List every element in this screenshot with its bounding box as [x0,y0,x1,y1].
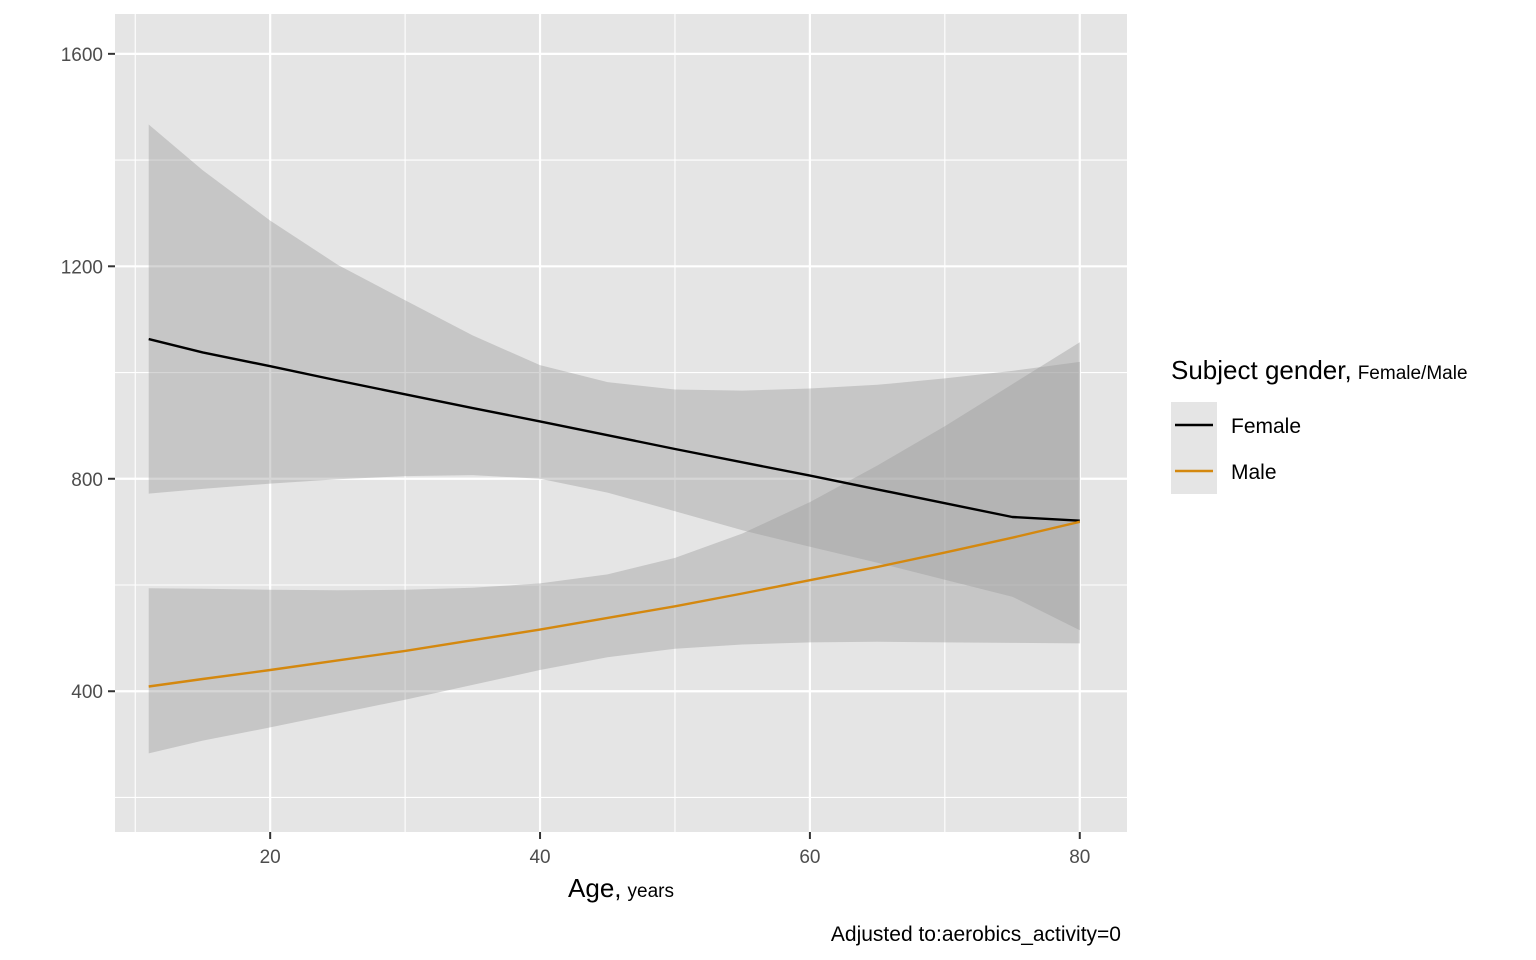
y-tick-label: 1200 [61,257,103,278]
x-tick-label: 80 [1069,847,1090,868]
legend: Subject gender, Female/Male Female Male [1171,355,1468,494]
ribbon-female [148,124,1080,631]
y-tick-label: 400 [71,682,103,703]
y-tick-label: 800 [71,470,103,491]
legend-title-sub: Female/Male [1358,363,1468,384]
confidence-ribbons [148,124,1080,754]
ribbon-male [148,342,1080,754]
legend-title: Subject gender, Female/Male [1171,355,1468,385]
series-lines [148,337,1081,688]
x-axis-title: Age, years [568,873,674,903]
grid-major [115,14,1127,832]
plot-panel [115,14,1127,832]
x-tick-label: 40 [529,847,550,868]
grid-minor [115,14,1127,832]
series-line-female [148,337,1080,522]
legend-label-male: Male [1231,461,1277,484]
axes: 400 800 1200 1600 20 40 60 80 [61,45,1091,868]
x-tick-label: 60 [799,847,820,868]
legend-title-main: Subject gender, [1171,355,1352,385]
x-tick-label: 20 [260,847,281,868]
x-axis-title-main: Age, [568,873,622,903]
legend-entries: Female Male [1175,415,1301,484]
series-line-male [148,520,1081,688]
legend-label-female: Female [1231,415,1301,438]
x-axis-title-unit: years [628,881,674,902]
legend-keys-background [1171,402,1217,494]
y-tick-label: 1600 [61,45,103,66]
caption: Adjusted to:aerobics_activity=0 [831,923,1121,946]
